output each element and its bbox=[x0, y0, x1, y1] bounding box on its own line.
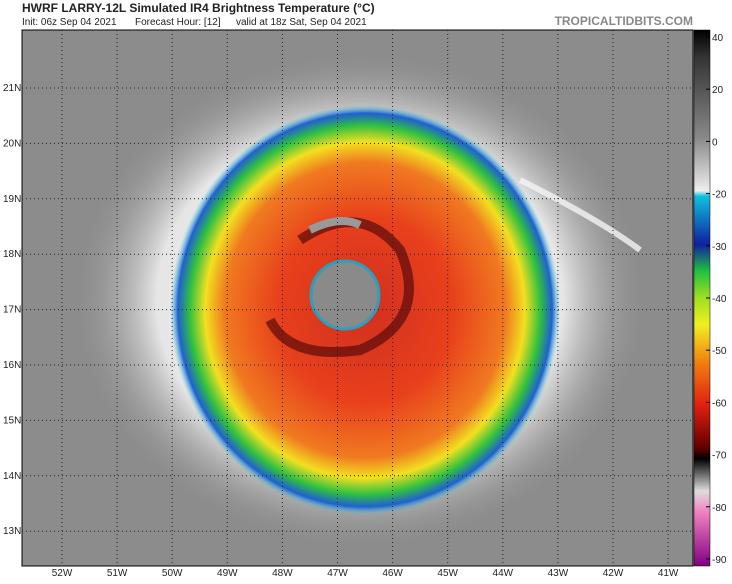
lat-label: 17N bbox=[3, 305, 21, 316]
init: Init: 06z Sep 04 2021 bbox=[22, 17, 117, 28]
lat-label: 21N bbox=[3, 83, 21, 94]
lon-label: 43W bbox=[548, 568, 569, 579]
lon-label: 44W bbox=[493, 568, 514, 579]
satellite-image bbox=[22, 30, 693, 566]
colorbar-tick-label: -90 bbox=[712, 555, 727, 566]
lon-label: 42W bbox=[603, 568, 624, 579]
forecast-hour: Forecast Hour: [12] bbox=[135, 17, 221, 28]
colorbar-tick-label: -20 bbox=[712, 190, 727, 201]
lat-label: 16N bbox=[3, 360, 21, 371]
lon-label: 47W bbox=[327, 568, 348, 579]
lon-label: 52W bbox=[52, 568, 73, 579]
colorbar-tick-label: -40 bbox=[712, 294, 727, 305]
lon-label: 50W bbox=[162, 568, 183, 579]
brand: TROPICALTIDBITS.COM bbox=[555, 14, 693, 28]
lat-label: 13N bbox=[3, 526, 21, 537]
lon-label: 41W bbox=[658, 568, 679, 579]
colorbar-tick-label: 20 bbox=[712, 85, 724, 96]
colorbar-tick-label: -30 bbox=[712, 242, 727, 253]
colorbar-tick-label: -80 bbox=[712, 503, 727, 514]
lon-label: 46W bbox=[382, 568, 403, 579]
lat-label: 15N bbox=[3, 415, 21, 426]
lat-label: 20N bbox=[3, 138, 21, 149]
lat-label: 14N bbox=[3, 471, 21, 482]
colorbar-tick-label: -60 bbox=[712, 398, 727, 409]
colorbar-tick-label: -70 bbox=[712, 451, 727, 462]
valid-time: valid at 18z Sat, Sep 04 2021 bbox=[236, 17, 367, 28]
colorbar-tick-label: -50 bbox=[712, 346, 727, 357]
lon-label: 49W bbox=[217, 568, 238, 579]
lat-label: 18N bbox=[3, 249, 21, 260]
lon-label: 48W bbox=[272, 568, 293, 579]
colorbar-tick-label: 0 bbox=[712, 137, 718, 148]
colorbar-tick-label: 40 bbox=[712, 33, 724, 44]
lon-label: 45W bbox=[437, 568, 458, 579]
title: HWRF LARRY-12L Simulated IR4 Brightness … bbox=[22, 1, 375, 15]
map-frame bbox=[21, 29, 694, 567]
lon-label: 51W bbox=[107, 568, 128, 579]
lat-label: 19N bbox=[3, 194, 21, 205]
